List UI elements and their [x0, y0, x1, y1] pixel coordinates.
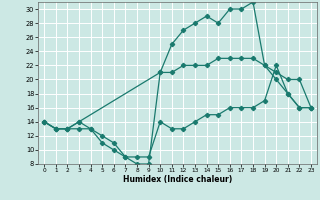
X-axis label: Humidex (Indice chaleur): Humidex (Indice chaleur) [123, 175, 232, 184]
